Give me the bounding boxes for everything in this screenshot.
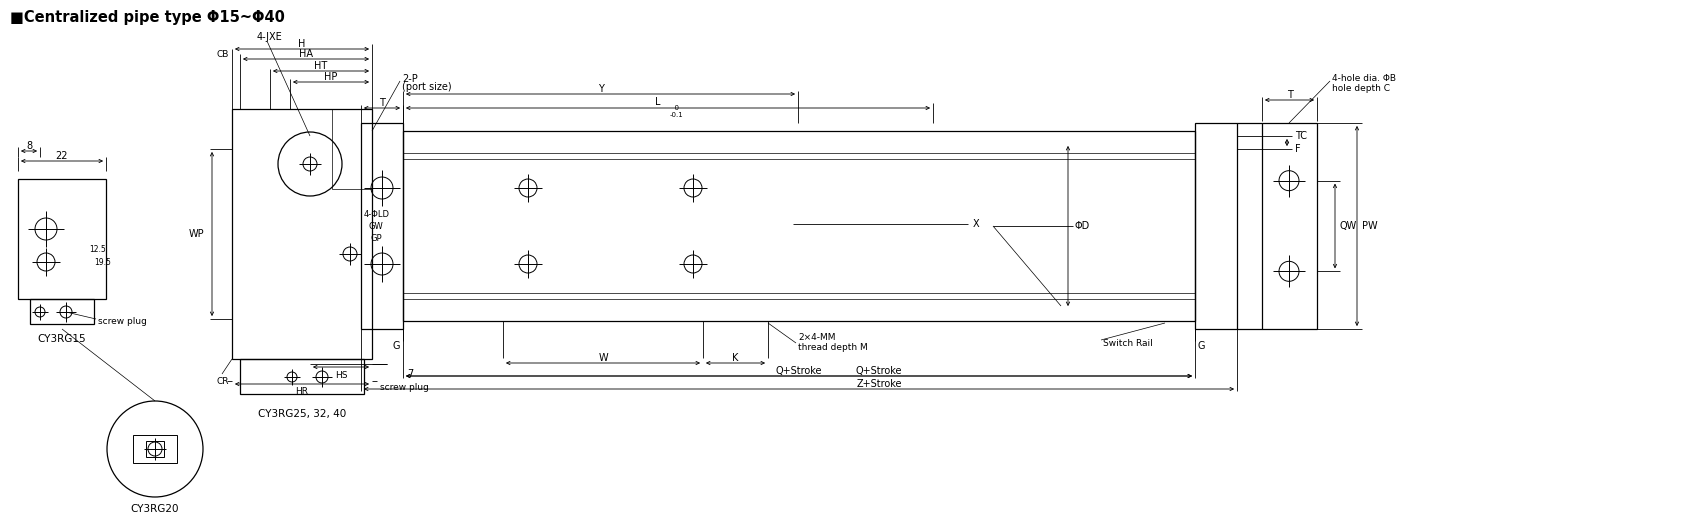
Text: CY3RG25, 32, 40: CY3RG25, 32, 40 xyxy=(258,409,347,419)
Text: HP: HP xyxy=(324,72,338,82)
Text: X: X xyxy=(973,219,980,229)
Text: CY3RG20: CY3RG20 xyxy=(131,504,179,514)
Text: 8: 8 xyxy=(26,141,32,151)
Bar xyxy=(145,441,164,457)
Text: 12.5: 12.5 xyxy=(89,244,106,253)
Text: PW: PW xyxy=(1360,221,1378,231)
Text: HT: HT xyxy=(314,61,328,71)
Bar xyxy=(133,435,178,463)
Text: HR: HR xyxy=(295,388,309,397)
Bar xyxy=(403,131,1195,321)
Text: screw plug: screw plug xyxy=(97,316,147,325)
Text: WP: WP xyxy=(188,229,203,239)
Text: 0
-0.1: 0 -0.1 xyxy=(669,105,683,118)
Text: Q+Stroke: Q+Stroke xyxy=(775,366,821,376)
Bar xyxy=(241,359,364,394)
Text: CB: CB xyxy=(217,50,229,59)
Text: 4-JXE: 4-JXE xyxy=(256,32,283,42)
Text: CR: CR xyxy=(217,377,229,386)
Text: QW: QW xyxy=(1340,221,1357,231)
Text: thread depth M: thread depth M xyxy=(797,343,867,352)
Text: 2×4-MM: 2×4-MM xyxy=(797,333,835,342)
Bar xyxy=(31,299,94,324)
Bar xyxy=(360,123,403,329)
Text: 7: 7 xyxy=(406,369,413,379)
Text: CY3RG15: CY3RG15 xyxy=(38,334,87,344)
Text: Q+Stroke: Q+Stroke xyxy=(855,366,901,376)
Text: (port size): (port size) xyxy=(401,82,451,92)
Bar xyxy=(331,109,372,189)
Text: G: G xyxy=(393,341,399,351)
Text: GW: GW xyxy=(369,222,384,231)
Text: 4-ΦLD: 4-ΦLD xyxy=(364,209,389,218)
Text: 4-hole dia. ΦB: 4-hole dia. ΦB xyxy=(1331,74,1395,83)
Text: 2-P: 2-P xyxy=(401,74,418,84)
Text: ΦD: ΦD xyxy=(1074,221,1089,231)
Bar xyxy=(1261,123,1316,329)
Text: GP: GP xyxy=(370,233,382,242)
Bar xyxy=(19,179,106,299)
Text: 19.5: 19.5 xyxy=(94,258,111,267)
Bar xyxy=(1195,123,1236,329)
Text: Switch Rail: Switch Rail xyxy=(1103,339,1152,348)
Text: TC: TC xyxy=(1294,131,1306,141)
Text: K: K xyxy=(732,353,737,363)
Text: HA: HA xyxy=(299,49,312,59)
Text: Z+Stroke: Z+Stroke xyxy=(855,379,901,389)
Text: HS: HS xyxy=(335,370,347,379)
Text: 22: 22 xyxy=(56,151,68,161)
Text: T: T xyxy=(379,98,384,108)
Bar xyxy=(232,109,372,359)
Text: T: T xyxy=(1285,90,1292,100)
Text: L: L xyxy=(655,97,661,107)
Text: ■Centralized pipe type Φ15~Φ40: ■Centralized pipe type Φ15~Φ40 xyxy=(10,10,285,25)
Text: hole depth C: hole depth C xyxy=(1331,84,1389,93)
Text: Y: Y xyxy=(597,84,603,94)
Text: screw plug: screw plug xyxy=(379,382,428,391)
Text: H: H xyxy=(299,39,306,49)
Text: F: F xyxy=(1294,144,1299,154)
Text: G: G xyxy=(1197,341,1205,351)
Text: W: W xyxy=(597,353,608,363)
